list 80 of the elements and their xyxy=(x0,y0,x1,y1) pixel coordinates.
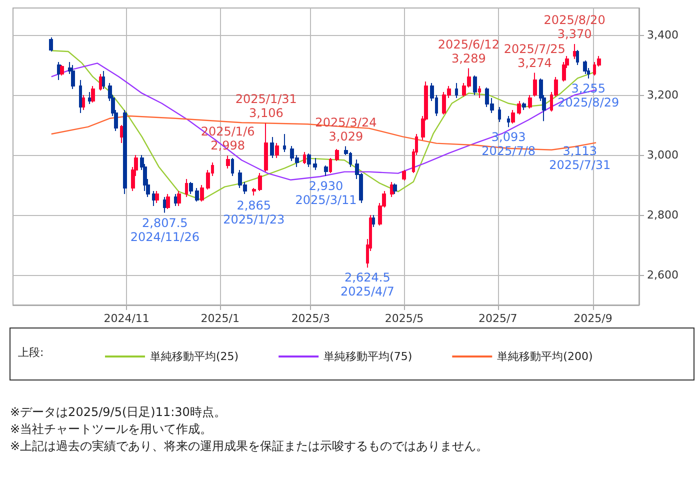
candlestick xyxy=(155,190,159,204)
x-tick-label: 2025/5 xyxy=(384,312,424,325)
candlestick xyxy=(335,148,339,162)
annotation: 2025/7/25 3,274 xyxy=(504,42,566,70)
candlestick xyxy=(252,188,256,196)
y-tick-label: 3,200 xyxy=(647,88,678,102)
candlestick xyxy=(82,94,85,110)
candlestick xyxy=(533,72,537,97)
annotation: 3,255 2025/8/29 xyxy=(558,82,620,110)
text: ※上記は過去の実績であり、将来の運用成果を保証または示唆するものではありません。 xyxy=(10,439,488,453)
legend-title: 上段: xyxy=(18,346,44,359)
candlestick xyxy=(99,74,102,91)
y-tick-label: 3,400 xyxy=(647,28,678,42)
candlestick xyxy=(455,82,458,98)
candlestick xyxy=(573,44,576,60)
candlestick xyxy=(264,122,268,172)
annotation: 2,807.5 2024/11/26 xyxy=(130,216,200,244)
candlestick xyxy=(60,64,64,76)
candlestick xyxy=(390,182,394,198)
candlestick xyxy=(79,80,82,114)
candlestick xyxy=(498,106,501,122)
candlestick xyxy=(303,152,306,164)
candlestick xyxy=(275,142,279,158)
candlestick xyxy=(177,190,181,206)
candlestick xyxy=(324,165,328,176)
x-tick-label: 2025/7 xyxy=(478,312,518,325)
x-tick-label: 2025/9 xyxy=(574,312,612,325)
candlestick xyxy=(226,155,230,169)
candlestick xyxy=(283,134,286,152)
x-tick-label: 2025/3 xyxy=(291,312,330,325)
candlestick xyxy=(507,116,510,128)
annotation: 2,624.5 2025/4/7 xyxy=(340,270,394,299)
x-tick-label: 2024/11 xyxy=(104,312,150,325)
candlestick xyxy=(258,172,262,192)
legend-label: 単純移動平均(200) xyxy=(497,350,593,363)
candlestick xyxy=(522,102,526,110)
candlestick xyxy=(511,110,515,124)
candlestick xyxy=(402,170,406,181)
annotation: 2025/3/24 3,029 xyxy=(315,115,377,144)
y-tick-label: 2,800 xyxy=(647,208,678,222)
annotation: 2025/1/31 3,106 xyxy=(235,92,297,120)
candlestick xyxy=(166,194,170,210)
legend-label: 単純移動平均(75) xyxy=(324,350,412,363)
annotation: 2025/8/20 3,370 xyxy=(544,13,606,41)
candlestick xyxy=(329,158,332,174)
candlestick xyxy=(576,50,579,66)
candlestick xyxy=(372,214,375,228)
candlestick xyxy=(231,158,234,176)
candlestick xyxy=(270,136,274,158)
y-tick-label: 2,600 xyxy=(647,268,678,282)
annotation: 3,093 2025/7/8 xyxy=(482,130,536,158)
candlestick xyxy=(473,75,477,96)
y-tick-label: 3,000 xyxy=(647,148,678,162)
x-tick-label: 2025/1 xyxy=(200,312,240,325)
candlestick xyxy=(152,190,156,206)
candlestick xyxy=(185,178,188,198)
candlestick xyxy=(583,60,587,74)
annotation: 2025/6/12 3,289 xyxy=(438,37,500,66)
annotation: 2,930 2025/3/11 xyxy=(295,179,357,207)
candlestick xyxy=(195,188,199,202)
candlestick xyxy=(102,70,105,90)
text: ※データは2025/9/5(日足)11:30時点。 xyxy=(10,405,226,419)
candlestick xyxy=(57,62,61,80)
candlestick xyxy=(307,153,311,168)
candlestick xyxy=(393,183,397,194)
annotation: 3,113 2025/7/31 xyxy=(549,144,611,172)
candlestick xyxy=(123,110,127,194)
candlestick xyxy=(313,158,317,170)
candlestick xyxy=(71,64,75,90)
candlestick xyxy=(478,86,481,98)
candlestick xyxy=(88,92,92,104)
candlestick xyxy=(49,36,53,52)
candlestick xyxy=(200,184,204,202)
legend-label: 単純移動平均(25) xyxy=(150,350,239,363)
candlestick xyxy=(91,86,95,103)
candlestick xyxy=(517,100,521,115)
annotation: 2,865 2025/1/23 xyxy=(223,198,285,226)
candlestick xyxy=(189,182,193,194)
text: ※当社チャートツールを用いて作成。 xyxy=(10,422,212,436)
candlestick xyxy=(528,94,532,109)
